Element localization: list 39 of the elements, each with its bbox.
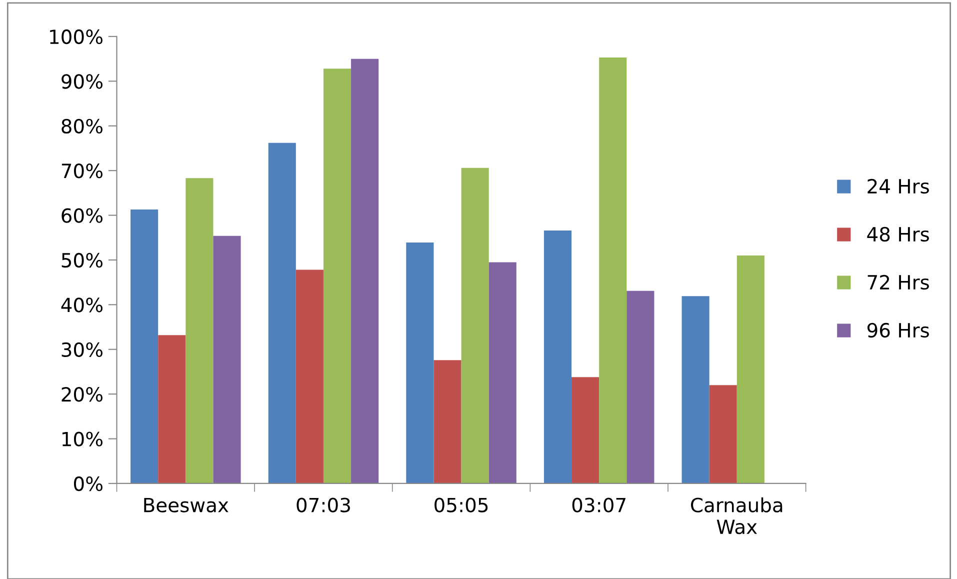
bar xyxy=(323,68,352,484)
y-tick-label: 20% xyxy=(62,387,102,402)
y-tick-label: 30% xyxy=(62,342,102,358)
y-tick-label: 70% xyxy=(62,164,102,178)
y-tick-label: 80% xyxy=(62,118,102,134)
x-tick-label: 03:07 xyxy=(572,498,626,512)
bar xyxy=(544,230,572,484)
bar xyxy=(158,335,186,484)
legend-label: 48 Hrs xyxy=(867,226,929,242)
bar xyxy=(682,296,710,484)
bar xyxy=(736,256,764,484)
bar xyxy=(406,242,434,484)
bar xyxy=(268,142,296,484)
bar xyxy=(351,58,379,484)
x-tick-label: 07:03 xyxy=(296,498,350,512)
bar xyxy=(186,178,214,484)
y-tick-label: 10% xyxy=(62,432,102,446)
bar xyxy=(434,360,462,484)
y-tick-label: 60% xyxy=(62,208,102,223)
legend-label: 96 Hrs xyxy=(867,322,929,338)
y-tick-label: 100% xyxy=(50,29,102,44)
y-tick-label: 0% xyxy=(74,476,102,492)
y-tick-label: 40% xyxy=(61,298,102,312)
bar xyxy=(296,270,324,484)
legend-label: 24 Hrs xyxy=(868,178,929,194)
bar xyxy=(572,377,600,484)
y-tick-label: 90% xyxy=(62,74,102,89)
legend-label: 72 Hrs xyxy=(868,274,929,290)
x-tick-label: Beeswax xyxy=(144,498,228,512)
bar xyxy=(599,57,627,484)
bar xyxy=(130,209,158,484)
bar xyxy=(213,236,241,484)
bar xyxy=(626,290,654,484)
y-tick-label: 50% xyxy=(62,252,102,268)
bar xyxy=(488,262,516,484)
bar xyxy=(709,385,737,484)
x-tick-label: Carnauba Wax xyxy=(690,497,782,534)
bar xyxy=(461,168,489,484)
x-tick-label: 05:05 xyxy=(434,498,488,512)
